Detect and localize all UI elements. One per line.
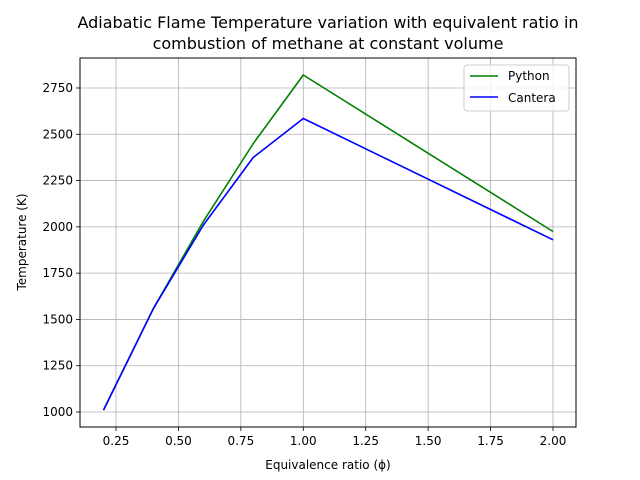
series-line-cantera (102, 117, 554, 411)
y-axis-label: Temperature (K) (15, 193, 29, 291)
x-tick-label: 1.25 (352, 434, 379, 448)
y-tick-label: 1250 (42, 359, 73, 373)
x-tick-label: 1.00 (290, 434, 317, 448)
y-tick-label: 2750 (42, 81, 73, 95)
x-axis-label: Equivalence ratio (ϕ) (265, 458, 390, 472)
series-line-python (102, 74, 554, 411)
chart-title-line-2: combustion of methane at constant volume (153, 34, 504, 53)
data-lines (102, 74, 554, 411)
y-tick-label: 2500 (42, 127, 73, 141)
y-tick-label: 2000 (42, 220, 73, 234)
chart-title-line-1: Adiabatic Flame Temperature variation wi… (77, 13, 578, 32)
x-tick-label: 1.75 (477, 434, 504, 448)
x-tick-label: 0.25 (103, 434, 130, 448)
x-tick-label: 0.50 (165, 434, 192, 448)
y-axis-ticks: 1000 1250 1500 1750 2000 2250 2500 2750 (42, 81, 80, 419)
y-tick-label: 1000 (42, 405, 73, 419)
x-axis-ticks: 0.25 0.50 0.75 1.00 1.25 1.50 1.75 2.00 (103, 427, 567, 448)
plot-frame (79, 57, 577, 428)
legend-label-python: Python (508, 69, 550, 83)
x-tick-label: 2.00 (540, 434, 567, 448)
grid-lines (80, 58, 576, 427)
legend: Python Cantera (463, 64, 570, 112)
y-tick-label: 1750 (42, 266, 73, 280)
y-tick-label: 2250 (42, 174, 73, 188)
y-tick-label: 1500 (42, 312, 73, 326)
x-tick-label: 1.50 (415, 434, 442, 448)
x-tick-label: 0.75 (227, 434, 254, 448)
legend-label-cantera: Cantera (508, 91, 556, 105)
